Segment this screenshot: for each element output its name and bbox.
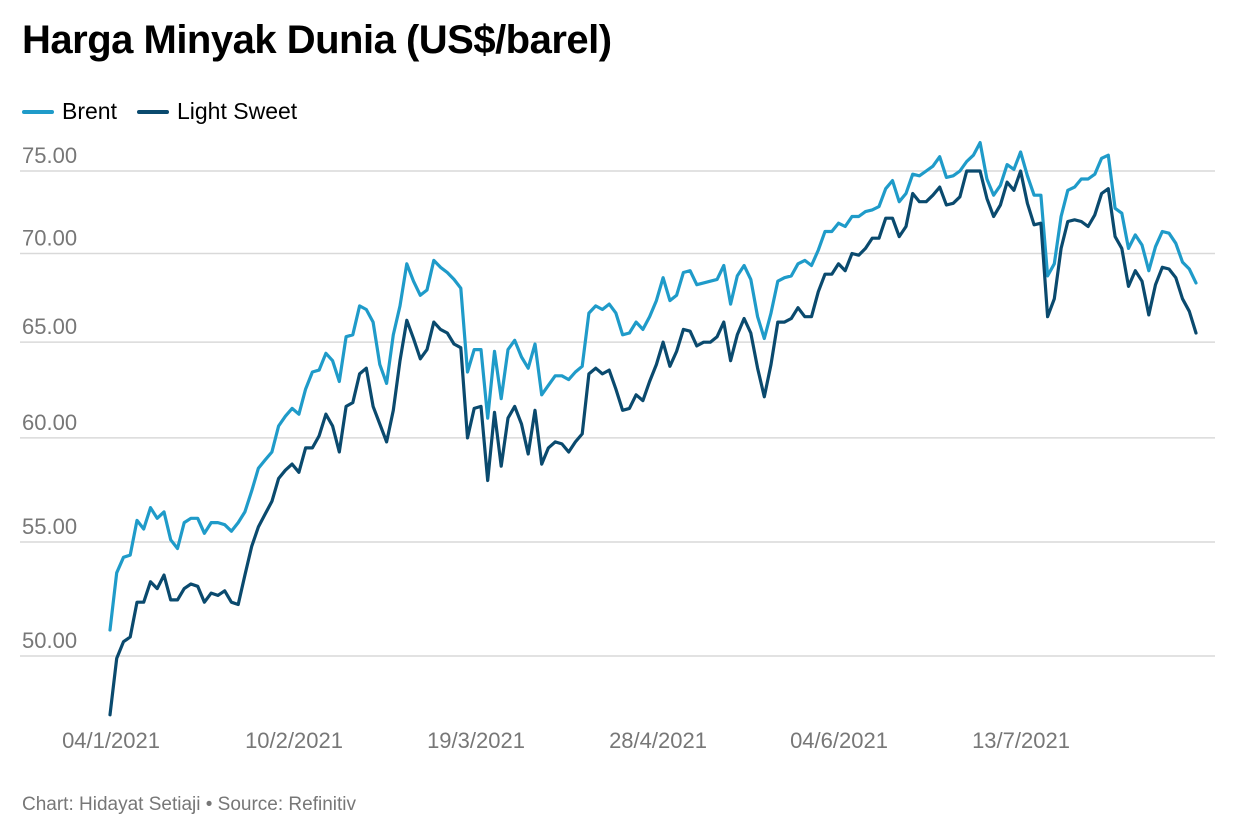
series-line-light-sweet	[108, 169, 1198, 717]
y-tick-label: 70.00	[22, 226, 77, 251]
x-tick-label: 04/1/2021	[62, 728, 160, 753]
chart-title: Harga Minyak Dunia (US$/barel)	[22, 18, 612, 62]
x-tick-label: 28/4/2021	[609, 728, 707, 753]
x-tick-label: 10/2/2021	[245, 728, 343, 753]
x-axis-ticks: 04/1/2021 10/2/2021 19/3/2021 28/4/2021 04/6…	[62, 728, 1070, 753]
y-tick-label: 55.00	[22, 514, 77, 539]
y-tick-label: 50.00	[22, 628, 77, 653]
y-tick-label: 75.00	[22, 143, 77, 168]
legend-item-light-sweet: Light Sweet	[136, 98, 298, 125]
y-tick-label: 60.00	[22, 410, 77, 435]
legend-swatch-light-sweet	[136, 109, 169, 114]
gridlines	[20, 170, 1215, 657]
chart-footer: Chart: Hidayat Setiaji • Source: Refinit…	[22, 794, 357, 815]
series-line-brent	[108, 141, 1198, 632]
legend-label-light-sweet: Light Sweet	[176, 98, 298, 124]
y-axis-ticks: 50.00 55.00 60.00 65.00 70.00 75.00	[22, 143, 77, 653]
x-tick-label: 13/7/2021	[972, 728, 1070, 753]
series-lines	[108, 141, 1198, 717]
legend-label-brent: Brent	[62, 98, 117, 124]
legend: Brent Light Sweet	[22, 98, 297, 125]
legend-swatch-brent	[22, 109, 54, 114]
legend-item-brent: Brent	[22, 98, 117, 125]
x-tick-label: 19/3/2021	[427, 728, 525, 753]
x-tick-label: 04/6/2021	[790, 728, 888, 753]
y-tick-label: 65.00	[22, 314, 77, 339]
